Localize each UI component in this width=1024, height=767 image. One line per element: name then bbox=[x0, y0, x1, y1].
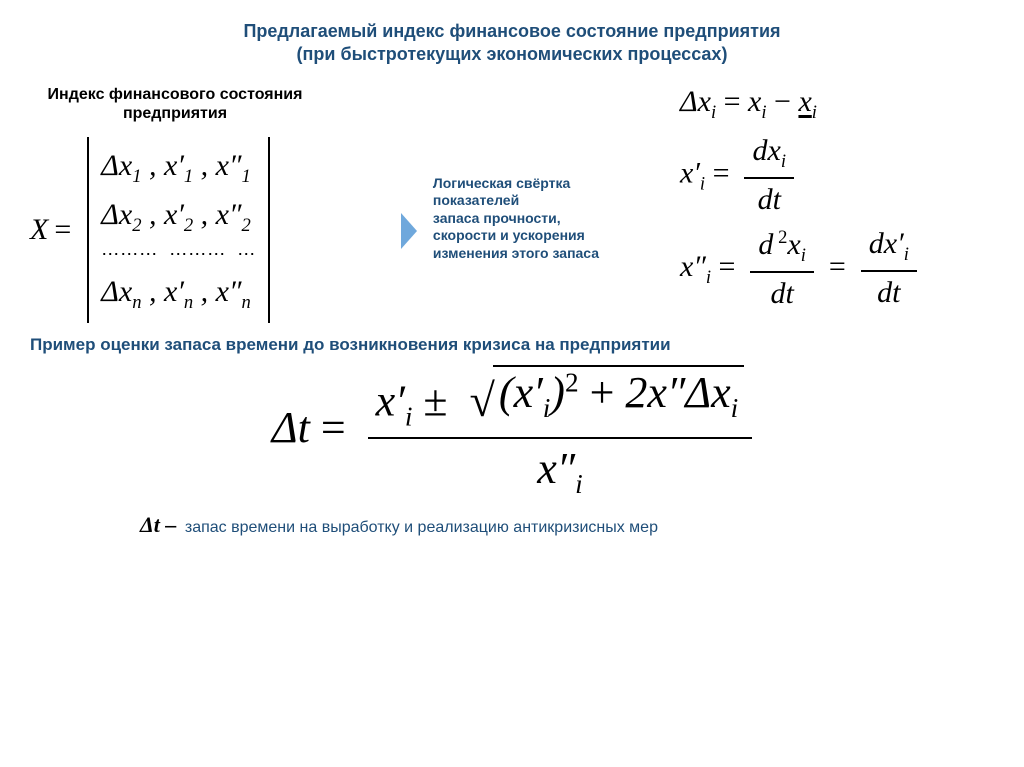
title-line1: Предлагаемый индекс финансовое состояние… bbox=[243, 21, 780, 41]
legend-symbol: Δt – bbox=[140, 512, 176, 537]
first-derivative-definition: x′i = dxi dt bbox=[680, 134, 994, 217]
convolution-text: Логическая свёртка показателей запаса пр… bbox=[433, 175, 599, 263]
convolution-block: Логическая свёртка показателей запаса пр… bbox=[401, 175, 599, 263]
delta-definition: Δxi = xi − xi bbox=[680, 85, 994, 124]
legend-line: Δt – запас времени на выработку и реализ… bbox=[140, 512, 994, 538]
conv-line: запаса прочности, bbox=[433, 210, 561, 226]
determinant-body: Δx1 , x′1 , x″1 Δx2 , x′2 , x″2 ⋯⋯⋯ ⋯⋯⋯ … bbox=[87, 137, 270, 323]
matrix-ellipsis-row: ⋯⋯⋯ ⋯⋯⋯ ⋯ bbox=[101, 241, 256, 269]
conv-line: показателей bbox=[433, 192, 519, 208]
left-column: Индекс финансового состояния предприятия… bbox=[30, 85, 320, 324]
index-subheading: Индекс финансового состояния предприятия bbox=[30, 85, 320, 123]
right-column-definitions: Δxi = xi − xi x′i = dxi dt x″i = d 2xi d… bbox=[680, 85, 994, 321]
matrix-row: Δx1 , x′1 , x″1 bbox=[101, 143, 256, 192]
matrix-row: Δx2 , x′2 , x″2 bbox=[101, 192, 256, 241]
second-derivative-definition: x″i = d 2xi dt = dx′i dt bbox=[680, 227, 994, 311]
conv-line: Логическая свёртка bbox=[433, 175, 570, 191]
slide-title: Предлагаемый индекс финансовое состояние… bbox=[30, 20, 994, 67]
example-heading: Пример оценки запаса времени до возникно… bbox=[30, 335, 994, 355]
matrix-lhs: X bbox=[30, 213, 48, 247]
equals-sign: = bbox=[54, 213, 71, 247]
subheading-line2: предприятия bbox=[123, 105, 227, 122]
top-row: Индекс финансового состояния предприятия… bbox=[30, 85, 994, 324]
conv-line: изменения этого запаса bbox=[433, 245, 599, 261]
middle-column: Логическая свёртка показателей запаса пр… bbox=[330, 85, 670, 263]
subheading-line1: Индекс финансового состояния bbox=[48, 86, 303, 103]
matrix-row: Δxn , x′n , x″n bbox=[101, 269, 256, 318]
index-matrix-formula: X = Δx1 , x′1 , x″1 Δx2 , x′2 , x″2 ⋯⋯⋯ … bbox=[30, 137, 320, 323]
conv-line: скорости и ускорения bbox=[433, 227, 585, 243]
time-reserve-formula: Δt = x′i ± √ (x′i)2 + 2x″Δxi x″i bbox=[30, 365, 994, 499]
title-line2: (при быстротекущих экономических процесс… bbox=[297, 44, 728, 64]
legend-text: запас времени на выработку и реализацию … bbox=[185, 519, 658, 536]
